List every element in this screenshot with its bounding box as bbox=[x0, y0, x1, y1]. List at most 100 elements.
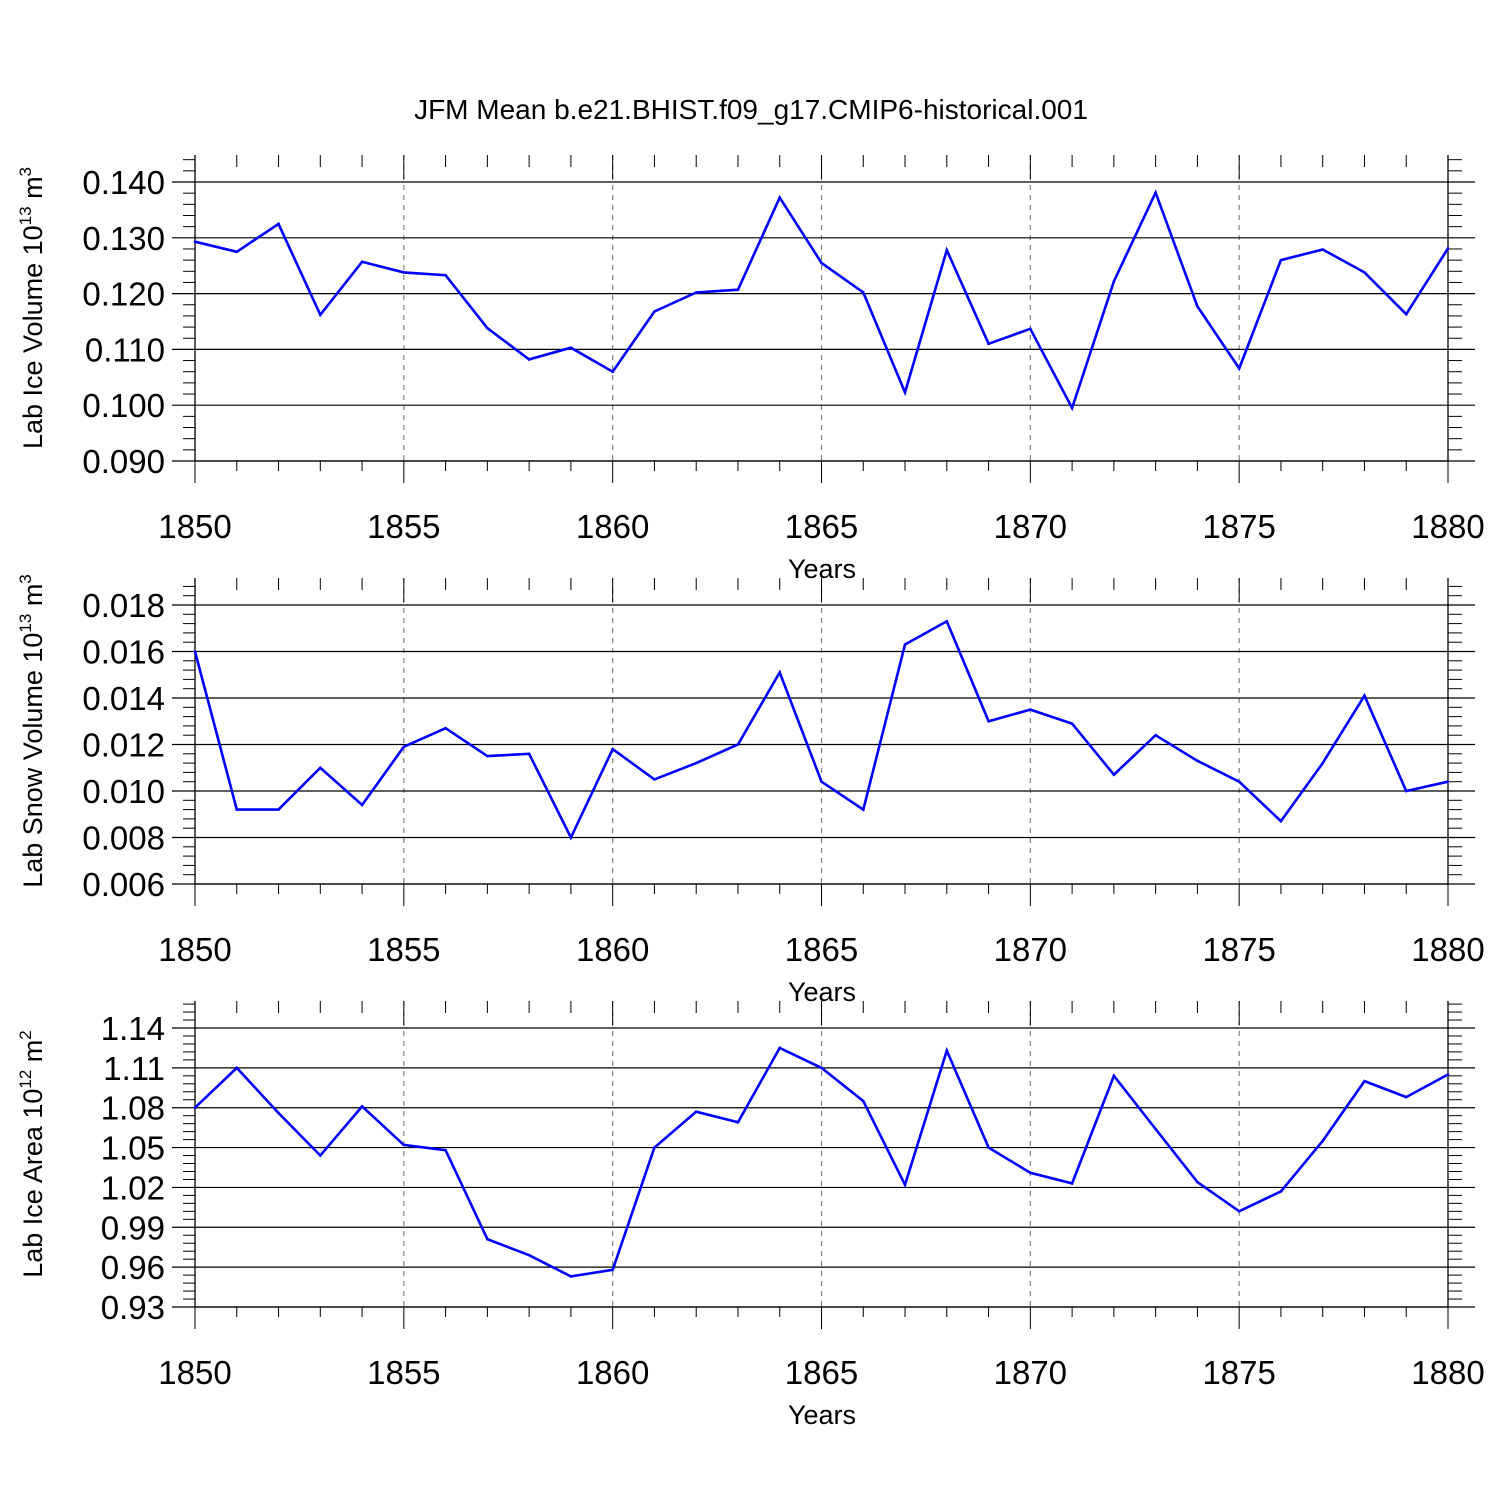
data-point bbox=[277, 1111, 280, 1115]
y-tick-label: 0.012 bbox=[82, 727, 165, 764]
chart-panel-3: 1850 1855 1860 1865 1870 1875 1880 0.930.960.99… bbox=[16, 1001, 1485, 1430]
data-point bbox=[1196, 305, 1199, 308]
data-point bbox=[1404, 789, 1408, 793]
data-point bbox=[694, 761, 698, 765]
x-tick-label: 1880 bbox=[1411, 1354, 1484, 1391]
y-tick-label: 1.02 bbox=[101, 1169, 165, 1206]
x-tick-label: 1865 bbox=[785, 508, 858, 545]
data-point bbox=[987, 342, 990, 346]
x-tick-label: 1850 bbox=[158, 508, 231, 545]
data-point bbox=[820, 1066, 823, 1070]
y-tick-label: 1.14 bbox=[101, 1010, 165, 1047]
x-tick-label: 1860 bbox=[576, 931, 649, 968]
x-tick-label: 1880 bbox=[1411, 508, 1484, 545]
data-point bbox=[736, 743, 740, 746]
y-tick-label: 0.010 bbox=[82, 773, 165, 810]
data-point bbox=[319, 1154, 322, 1157]
data-point bbox=[360, 1105, 364, 1108]
y-tick-label: 0.014 bbox=[82, 680, 165, 717]
data-point bbox=[820, 780, 823, 783]
data-point bbox=[987, 1146, 990, 1149]
data-point bbox=[1112, 1074, 1116, 1078]
data-point bbox=[319, 313, 322, 317]
y-tick-label: 0.96 bbox=[101, 1249, 165, 1286]
y-tick-label: 0.018 bbox=[82, 587, 165, 624]
data-point bbox=[486, 754, 489, 758]
data-point bbox=[569, 346, 573, 350]
data-point bbox=[945, 1049, 949, 1052]
y-tick-label: 1.08 bbox=[101, 1090, 165, 1127]
x-axis-label: Years bbox=[788, 1400, 856, 1430]
x-tick-label: 1850 bbox=[158, 931, 231, 968]
data-point bbox=[987, 719, 990, 723]
data-point bbox=[1154, 733, 1157, 737]
x-tick-label: 1865 bbox=[785, 931, 858, 968]
data-point bbox=[778, 196, 782, 199]
data-point bbox=[193, 1106, 197, 1110]
data-point bbox=[277, 808, 280, 811]
data-point bbox=[1196, 1180, 1199, 1184]
x-tick-label: 1855 bbox=[367, 931, 440, 968]
x-tick-label: 1875 bbox=[1202, 508, 1275, 545]
data-point bbox=[778, 671, 782, 674]
x-tick-label: 1865 bbox=[785, 1354, 858, 1391]
x-tick-label: 1855 bbox=[367, 508, 440, 545]
y-axis-label: Lab Ice Area 1012 m2 bbox=[16, 1030, 48, 1278]
data-point bbox=[1404, 1095, 1408, 1099]
data-point bbox=[193, 650, 197, 653]
data-point bbox=[1112, 773, 1116, 777]
y-tick-label: 0.140 bbox=[82, 164, 165, 201]
data-point bbox=[1196, 759, 1199, 763]
data-point bbox=[1279, 258, 1283, 262]
chart-title: JFM Mean b.e21.BHIST.f09_g17.CMIP6-histo… bbox=[414, 94, 1088, 125]
data-point bbox=[1237, 1210, 1241, 1213]
data-point bbox=[444, 1148, 447, 1152]
x-tick-label: 1850 bbox=[158, 1354, 231, 1391]
data-point bbox=[1321, 1139, 1324, 1143]
data-point bbox=[736, 288, 740, 291]
y-tick-label: 0.006 bbox=[82, 866, 165, 903]
data-point bbox=[1237, 780, 1241, 783]
y-tick-label: 0.008 bbox=[82, 820, 165, 857]
data-point bbox=[861, 808, 865, 811]
x-tick-label: 1880 bbox=[1411, 931, 1484, 968]
panels: 1850 1855 1860 1865 1870 1875 1880 0.090 0.100 0.… bbox=[16, 155, 1485, 1430]
y-tick-label: 0.090 bbox=[82, 443, 165, 480]
data-point bbox=[527, 752, 531, 756]
x-tick-label: 1875 bbox=[1202, 931, 1275, 968]
data-point bbox=[861, 1099, 865, 1103]
y-tick-label: 0.130 bbox=[82, 220, 165, 257]
y-tick-label: 0.120 bbox=[82, 276, 165, 313]
data-point bbox=[903, 643, 907, 646]
data-point bbox=[903, 1183, 907, 1187]
data-point bbox=[1112, 280, 1116, 283]
data-point bbox=[235, 250, 239, 254]
chart-panel-1: 1850 1855 1860 1865 1870 1875 1880 0.090 0.100 0.… bbox=[16, 155, 1485, 584]
data-point bbox=[861, 291, 865, 294]
data-point bbox=[527, 1253, 531, 1257]
data-point bbox=[486, 326, 489, 330]
data-point bbox=[569, 836, 573, 839]
data-point bbox=[235, 1066, 239, 1070]
data-point bbox=[1404, 312, 1408, 316]
y-axis-label: Lab Snow Volume 1013 m3 bbox=[16, 574, 48, 888]
data-point bbox=[945, 619, 949, 623]
data-point bbox=[653, 778, 656, 781]
data-point bbox=[235, 808, 239, 811]
y-tick-label: 0.100 bbox=[82, 387, 165, 424]
y-tick-label: 1.05 bbox=[101, 1130, 165, 1167]
data-point bbox=[611, 747, 614, 751]
data-point bbox=[611, 370, 614, 374]
data-point bbox=[1029, 1171, 1032, 1175]
y-tick-label: 1.11 bbox=[103, 1050, 165, 1087]
data-point bbox=[1279, 819, 1283, 823]
data-point bbox=[1363, 694, 1366, 697]
y-tick-label: 0.93 bbox=[101, 1289, 165, 1326]
data-point bbox=[527, 358, 531, 361]
data-point bbox=[444, 726, 447, 730]
chart-panel-2: 1850 1855 1860 1865 1870 1875 1880 0.006 0.008 0.… bbox=[16, 574, 1485, 1007]
data-point bbox=[1154, 191, 1157, 194]
data-point bbox=[736, 1121, 740, 1124]
data-point bbox=[694, 291, 698, 294]
